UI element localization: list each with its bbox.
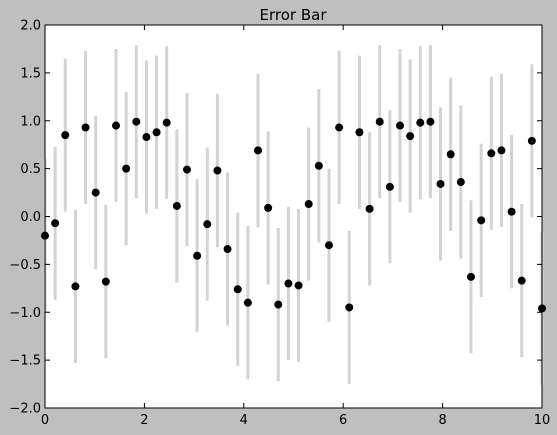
data-point <box>507 207 516 216</box>
data-point <box>446 150 455 159</box>
y-tick-label: −0.5 <box>9 258 41 273</box>
y-tick-label: 2.0 <box>20 19 41 34</box>
data-point <box>487 149 496 158</box>
data-point <box>182 165 191 174</box>
plot-area <box>45 25 542 408</box>
data-point <box>416 118 425 127</box>
data-point <box>91 188 100 197</box>
data-point <box>426 117 435 126</box>
data-point <box>233 285 242 294</box>
x-tick-label: 8 <box>438 413 446 428</box>
data-point <box>365 204 374 213</box>
y-tick-label: 0.5 <box>20 162 41 177</box>
data-point <box>162 118 171 127</box>
data-point <box>466 272 475 281</box>
data-points <box>41 117 546 313</box>
data-point <box>264 203 273 212</box>
data-point <box>527 136 536 145</box>
data-point <box>345 303 354 312</box>
y-tick-label: 1.5 <box>20 66 41 81</box>
data-point <box>152 128 161 137</box>
data-point <box>436 179 445 188</box>
x-tick-label: 0 <box>41 413 49 428</box>
data-point <box>517 276 526 285</box>
x-tick-label: 4 <box>240 413 248 428</box>
data-point <box>71 282 80 291</box>
data-point <box>81 123 90 132</box>
data-point <box>254 146 263 155</box>
x-tick-label: 10 <box>534 413 551 428</box>
y-tick-label: −1.5 <box>9 354 41 369</box>
data-point <box>243 298 252 307</box>
data-point <box>375 117 384 126</box>
data-point <box>406 132 415 141</box>
x-axis: 0 2 4 6 8 10 <box>41 25 550 428</box>
data-point <box>477 216 486 225</box>
y-tick-label: −1.0 <box>9 306 41 321</box>
data-point <box>172 201 181 210</box>
data-point <box>101 277 110 286</box>
data-point <box>122 164 131 173</box>
x-tick-label: 6 <box>339 413 347 428</box>
data-point <box>335 123 344 132</box>
data-point <box>284 279 293 288</box>
data-point <box>456 178 465 187</box>
data-point <box>193 251 202 260</box>
data-point <box>355 128 364 137</box>
data-point <box>324 241 333 250</box>
y-tick-label: −2.0 <box>9 402 41 417</box>
data-point <box>294 281 303 290</box>
data-point <box>132 117 141 126</box>
x-tick-label: 2 <box>140 413 148 428</box>
data-point <box>223 245 232 254</box>
data-point <box>497 146 506 155</box>
y-tick-label: 1.0 <box>20 114 41 129</box>
y-axis: −2.0 −1.5 −1.0 −0.5 0.0 0.5 1.0 1.5 2.0 <box>9 19 542 417</box>
data-point <box>385 182 394 191</box>
y-tick-label: 0.0 <box>20 210 41 225</box>
data-point <box>112 121 121 130</box>
data-point <box>396 121 405 130</box>
data-point <box>142 133 151 142</box>
data-point <box>203 220 212 229</box>
data-point <box>314 161 323 170</box>
data-point <box>213 166 222 175</box>
data-point <box>61 131 70 140</box>
data-point <box>274 300 283 309</box>
data-point <box>304 200 313 209</box>
data-point <box>51 219 60 228</box>
chart-title: Error Bar <box>260 6 328 24</box>
